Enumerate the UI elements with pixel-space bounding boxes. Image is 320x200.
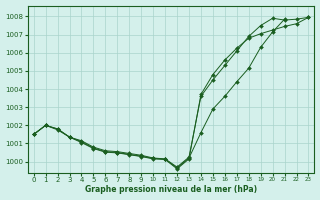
X-axis label: Graphe pression niveau de la mer (hPa): Graphe pression niveau de la mer (hPa) <box>85 185 257 194</box>
